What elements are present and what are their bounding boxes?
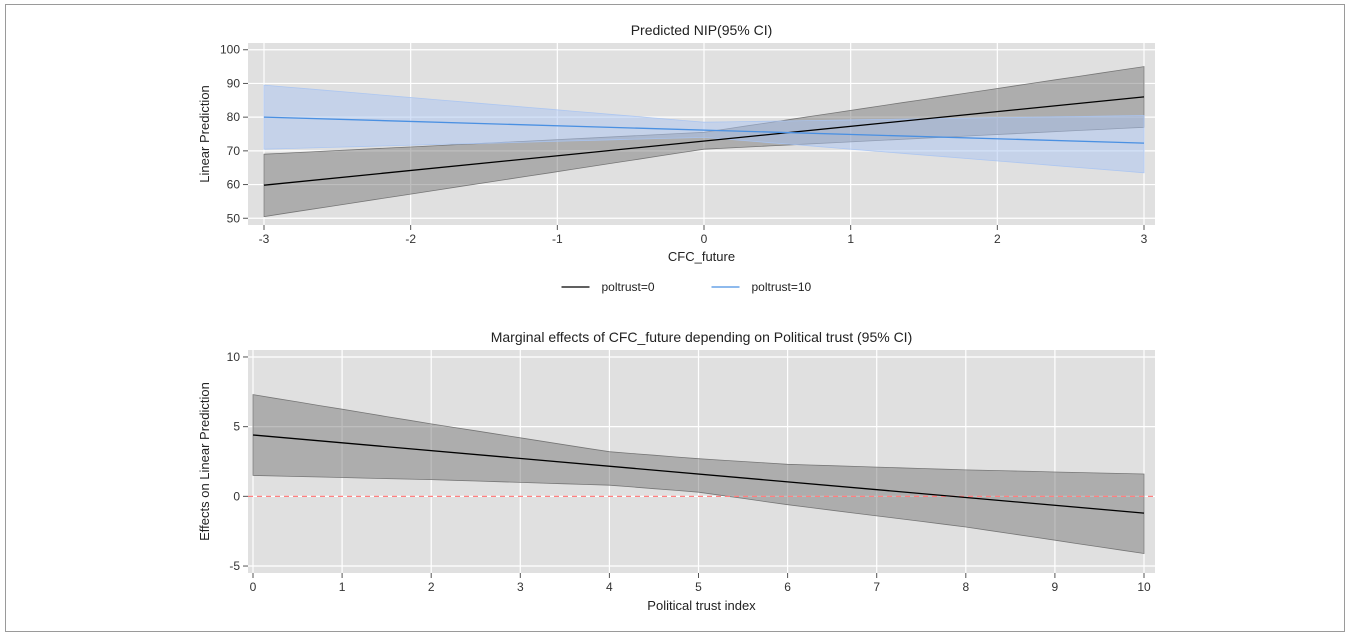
top-y-tick-label: 60: [227, 178, 241, 192]
bottom-y-tick-label: 0: [233, 489, 240, 503]
top-x-tick-label: -3: [259, 232, 270, 246]
top-x-tick-label: -2: [405, 232, 416, 246]
bottom-x-axis-label: Political trust index: [647, 598, 756, 613]
top-y-tick-label: 80: [227, 110, 241, 124]
bottom-y-tick-label: 10: [227, 350, 241, 364]
bottom-y-axis-label: Effects on Linear Prediction: [197, 382, 212, 541]
top-y-tick-label: 90: [227, 76, 241, 90]
top-x-tick-label: 1: [847, 232, 854, 246]
top-y-tick-label: 50: [227, 211, 241, 225]
bottom-y-tick-label: -5: [229, 559, 240, 573]
top-x-tick-label: -1: [552, 232, 563, 246]
top-x-axis-label: CFC_future: [668, 249, 735, 264]
bottom-x-tick-label: 9: [1052, 580, 1059, 594]
top-y-axis-label: Linear Prediction: [197, 85, 212, 183]
bottom-x-tick-label: 7: [873, 580, 880, 594]
figure-frame: [5, 4, 1345, 632]
top-legend-label-0: poltrust=0: [602, 280, 655, 294]
bottom-plot-background: [248, 350, 1155, 573]
top-x-tick-label: 0: [701, 232, 708, 246]
top-y-tick-label: 70: [227, 144, 241, 158]
top-series-line-1: [263, 116, 1145, 144]
top-ci-band-1: [263, 84, 1145, 174]
top-x-tick-label: 2: [994, 232, 1001, 246]
bottom-x-tick-label: 0: [250, 580, 257, 594]
bottom-x-tick-label: 1: [339, 580, 346, 594]
bottom-x-tick-label: 10: [1137, 580, 1151, 594]
top-legend-label-1: poltrust=10: [752, 280, 812, 294]
top-x-tick-label: 3: [1141, 232, 1148, 246]
bottom-x-tick-label: 8: [962, 580, 969, 594]
top-y-tick-label: 100: [220, 43, 240, 57]
bottom-series-line-0: [252, 434, 1145, 514]
bottom-chart-title: Marginal effects of CFC_future depending…: [491, 329, 913, 345]
bottom-x-tick-label: 2: [428, 580, 435, 594]
top-series-line-0: [263, 96, 1145, 186]
bottom-x-tick-label: 4: [606, 580, 613, 594]
bottom-x-tick-label: 5: [695, 580, 702, 594]
bottom-x-tick-label: 6: [784, 580, 791, 594]
bottom-x-tick-label: 3: [517, 580, 524, 594]
top-chart-title: Predicted NIP(95% CI): [631, 22, 773, 38]
bottom-y-tick-label: 5: [233, 420, 240, 434]
